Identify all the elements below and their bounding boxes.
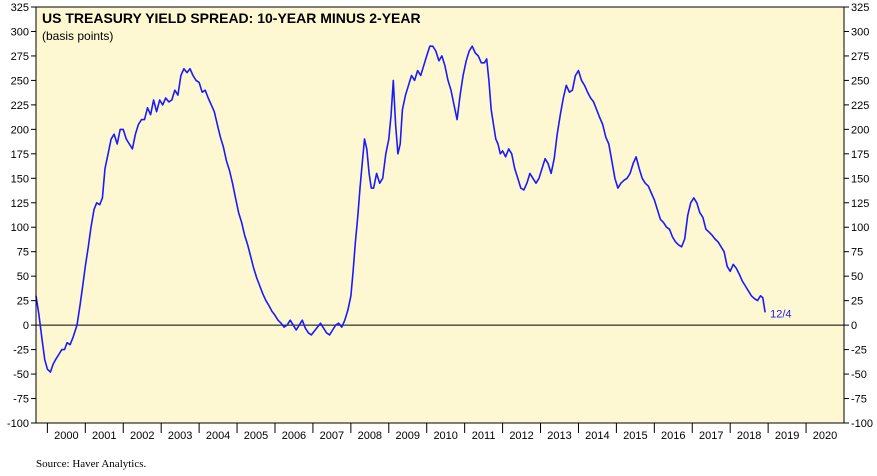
y-tick-label: 225 (851, 100, 869, 112)
y-tick-label: 125 (11, 198, 29, 210)
x-tick-label: 2006 (282, 430, 306, 442)
y-tick-label: -75 (13, 394, 29, 406)
plot-background (36, 7, 844, 423)
y-tick-label: 200 (851, 124, 869, 136)
x-tick-label: 2018 (737, 430, 761, 442)
y-tick-label: -25 (851, 345, 867, 357)
x-tick-label: 2012 (509, 430, 533, 442)
y-tick-label: -75 (851, 394, 867, 406)
y-tick-label: 225 (11, 100, 29, 112)
y-tick-label: 100 (851, 222, 869, 234)
y-tick-label: -50 (851, 369, 867, 381)
y-tick-label: 150 (11, 173, 29, 185)
y-tick-label: 0 (851, 320, 857, 332)
x-tick-label: 2014 (585, 430, 609, 442)
left-axis-ticks: -100 -75 -50 -25 0 25 50 75 100 125 150 175 200 225 25… (7, 2, 36, 430)
y-tick-label: 75 (17, 247, 29, 259)
x-tick-label: 2005 (244, 430, 268, 442)
x-tick-label: 2008 (358, 430, 382, 442)
y-tick-label: -100 (851, 418, 873, 430)
y-tick-label: 275 (851, 51, 869, 63)
yield-spread-line (35, 45, 766, 373)
x-tick-label: 2013 (547, 430, 571, 442)
y-tick-label: 250 (851, 75, 869, 87)
y-tick-label: 50 (851, 271, 863, 283)
x-tick-label: 2001 (92, 430, 116, 442)
plot-frame (35, 6, 845, 424)
y-tick-label: 0 (23, 320, 29, 332)
x-tick-label: 2015 (623, 430, 647, 442)
y-tick-label: 100 (11, 222, 29, 234)
x-tick-label: 2016 (661, 430, 685, 442)
y-tick-label: -25 (13, 345, 29, 357)
chart-title: US TREASURY YIELD SPREAD: 10-YEAR MINUS … (42, 10, 421, 26)
y-tick-label: 275 (11, 51, 29, 63)
source-note: Source: Haver Analytics. (36, 458, 147, 470)
x-tick-label: 2017 (699, 430, 723, 442)
right-axis-ticks: -100 -75 -50 -25 0 25 50 75 100 125 150 175 200 225 25… (844, 2, 873, 430)
x-tick-label: 2004 (206, 430, 230, 442)
x-tick-label: 2009 (396, 430, 420, 442)
y-tick-label: 300 (11, 26, 29, 38)
y-tick-label: 175 (11, 149, 29, 161)
y-tick-label: 250 (11, 75, 29, 87)
x-tick-label: 2007 (320, 430, 344, 442)
y-tick-label: 25 (851, 296, 863, 308)
x-tick-label: 2019 (775, 430, 799, 442)
y-tick-label: 325 (851, 2, 869, 14)
y-tick-label: 125 (851, 198, 869, 210)
x-tick-label: 2011 (472, 430, 496, 442)
y-tick-label: 150 (851, 173, 869, 185)
y-tick-label: 75 (851, 247, 863, 259)
x-tick-label: 2000 (54, 430, 78, 442)
y-tick-label: 175 (851, 149, 869, 161)
x-tick-label: 2010 (433, 430, 457, 442)
y-tick-label: 300 (851, 26, 869, 38)
y-tick-label: 200 (11, 124, 29, 136)
y-tick-label: 25 (17, 296, 29, 308)
y-tick-label: 50 (17, 271, 29, 283)
y-tick-label: -100 (7, 418, 29, 430)
chart-subtitle: (basis points) (42, 29, 113, 43)
y-tick-label: -50 (13, 369, 29, 381)
latest-date-label: 12/4 (770, 308, 791, 320)
x-tick-label: 2002 (130, 430, 154, 442)
x-axis-ticks: 2000 2001 2002 2003 2004 2005 2006 2007 2008 2009… (46, 423, 837, 442)
y-tick-label: 325 (11, 2, 29, 14)
x-tick-label: 2003 (168, 430, 192, 442)
x-tick-label: 2020 (813, 430, 837, 442)
